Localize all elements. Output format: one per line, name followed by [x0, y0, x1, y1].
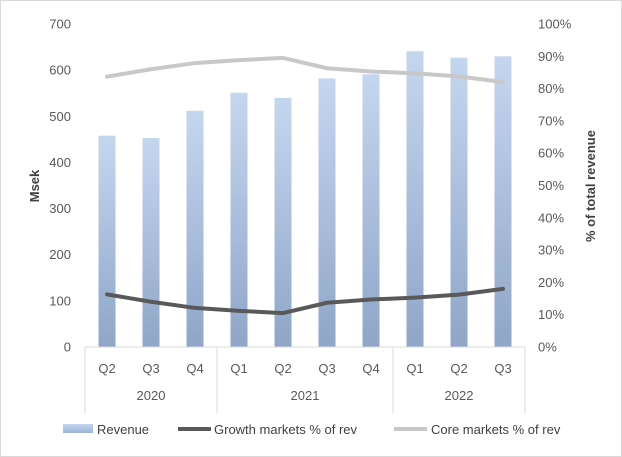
year-tick-label: 2022 — [445, 388, 474, 403]
left-axis-tick-label: 700 — [49, 17, 71, 32]
right-axis-tick-label: 80% — [538, 81, 564, 96]
left-axis-tick-label: 200 — [49, 247, 71, 262]
revenue-bar — [186, 110, 204, 347]
revenue-bar — [450, 57, 468, 348]
right-axis-tick-label: 60% — [538, 146, 564, 161]
legend: Revenue Growth markets % of rev Core mar… — [63, 422, 561, 437]
revenue-bar — [406, 51, 424, 347]
revenue-bar — [362, 74, 380, 348]
revenue-bar — [274, 97, 292, 347]
quarter-tick-label: Q3 — [494, 361, 511, 376]
legend-revenue-swatch — [63, 424, 93, 433]
quarter-tick-label: Q1 — [230, 361, 247, 376]
left-axis-ticks: 0 100 200 300 400 500 600 700 — [49, 17, 71, 355]
left-axis-tick-label: 0 — [64, 340, 71, 355]
legend-core-label: Core markets % of rev — [431, 422, 561, 437]
quarter-tick-label: Q4 — [362, 361, 379, 376]
left-axis-tick-label: 400 — [49, 155, 71, 170]
left-axis-tick-label: 600 — [49, 63, 71, 78]
revenue-bar — [142, 137, 160, 347]
right-axis-tick-label: 70% — [538, 113, 564, 128]
quarter-tick-label: Q2 — [274, 361, 291, 376]
growth-markets-line — [105, 286, 505, 316]
right-axis-tick-label: 40% — [538, 210, 564, 225]
left-axis-tick-label: 500 — [49, 109, 71, 124]
percentage-lines — [105, 55, 505, 316]
revenue-bar — [494, 56, 512, 348]
right-axis-tick-label: 100% — [538, 17, 572, 32]
left-axis-tick-label: 100 — [49, 293, 71, 308]
quarter-tick-label: Q3 — [318, 361, 335, 376]
core-markets-line — [105, 55, 505, 85]
year-tick-label: 2020 — [137, 388, 166, 403]
revenue-bar — [318, 78, 336, 347]
legend-revenue-label: Revenue — [97, 422, 149, 437]
quarter-tick-label: Q1 — [406, 361, 423, 376]
quarter-tick-label: Q2 — [98, 361, 115, 376]
legend-growth-label: Growth markets % of rev — [214, 422, 358, 437]
right-axis-title: % of total revenue — [583, 130, 598, 242]
left-axis-tick-label: 300 — [49, 201, 71, 216]
quarter-tick-label: Q4 — [186, 361, 203, 376]
x-axis-ticks: Q2 Q3 Q4 Q1 Q2 Q3 Q4 Q1 Q2 Q3 2020 2021 2022 — [84, 347, 526, 413]
quarter-tick-label: Q3 — [142, 361, 159, 376]
right-axis-tick-label: 90% — [538, 49, 564, 64]
right-axis-tick-label: 50% — [538, 178, 564, 193]
quarter-tick-label: Q2 — [450, 361, 467, 376]
right-axis-tick-label: 0% — [538, 340, 557, 355]
revenue-bars — [98, 51, 512, 348]
revenue-bar — [98, 135, 116, 347]
right-axis-tick-label: 10% — [538, 307, 564, 322]
right-axis-tick-label: 30% — [538, 243, 564, 258]
right-axis-tick-label: 20% — [538, 275, 564, 290]
right-axis-ticks: 0% 10% 20% 30% 40% 50% 60% 70% 80% 90% 100% — [538, 17, 572, 355]
left-axis-title: Msek — [27, 169, 42, 202]
revenue-bar — [230, 92, 248, 347]
year-tick-label: 2021 — [291, 388, 320, 403]
